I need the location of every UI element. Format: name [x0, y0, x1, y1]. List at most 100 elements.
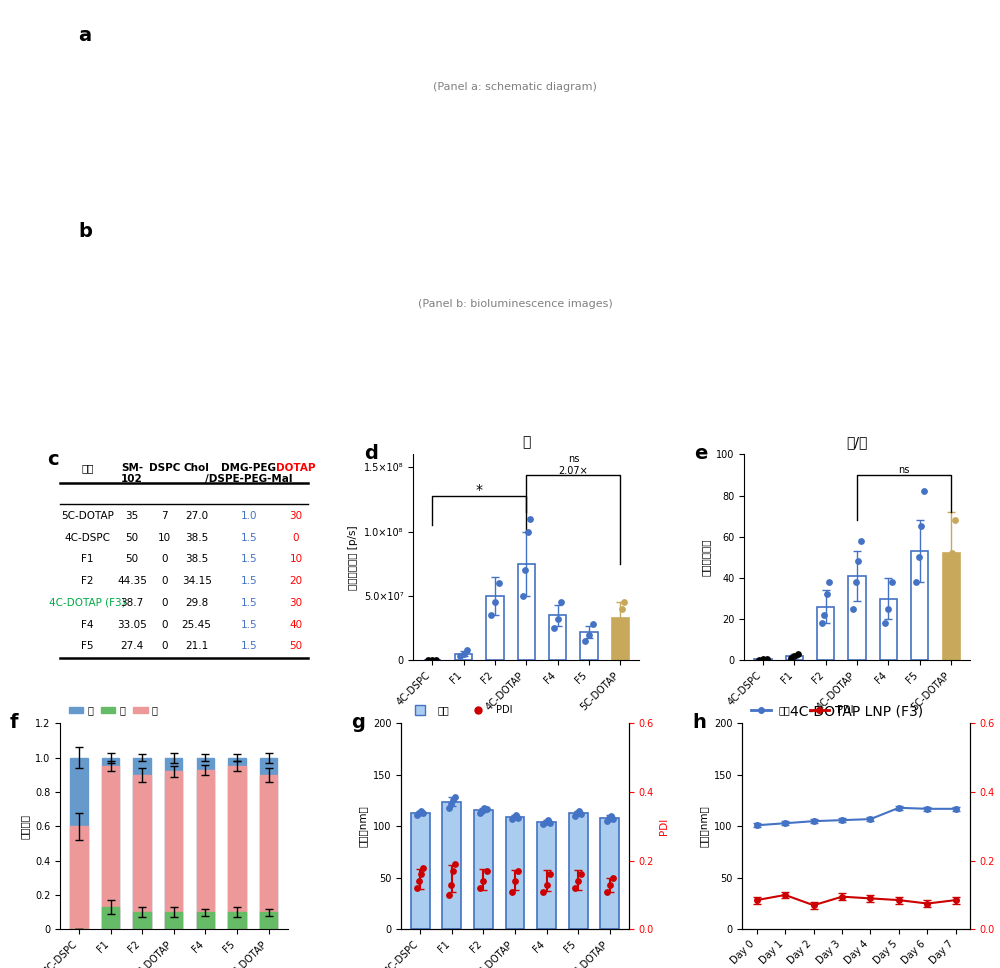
Text: ns
2.07×: ns 2.07× [558, 454, 588, 475]
Bar [580, 632, 598, 660]
Point [522, 511, 538, 527]
Point [476, 800, 492, 815]
Text: 35: 35 [125, 511, 139, 521]
Text: *: * [476, 483, 483, 497]
Text: 0: 0 [161, 555, 168, 564]
Point [504, 884, 520, 899]
Point [515, 589, 531, 604]
Point [601, 810, 617, 826]
Point [507, 873, 523, 889]
Text: 10: 10 [289, 555, 303, 564]
Point [755, 651, 771, 667]
Point [884, 574, 900, 590]
Point [508, 807, 524, 823]
Point [567, 880, 583, 895]
Title: 肺/肝: 肺/肝 [846, 435, 868, 449]
Bar [70, 827, 88, 929]
Point [916, 484, 932, 499]
Bar [165, 758, 182, 929]
Text: 27.4: 27.4 [120, 642, 144, 651]
Text: 1.5: 1.5 [240, 532, 257, 543]
Point [783, 650, 799, 666]
Point [553, 594, 569, 610]
Point [472, 805, 488, 821]
Text: F5: F5 [81, 642, 94, 651]
Point [535, 817, 551, 832]
Bar [260, 774, 277, 929]
Text: 38.5: 38.5 [185, 555, 208, 564]
Bar [486, 596, 504, 660]
Text: 0: 0 [161, 620, 168, 629]
Text: F4: F4 [81, 620, 94, 629]
Bar [518, 563, 535, 660]
Point [602, 877, 618, 892]
Text: 50: 50 [289, 642, 303, 651]
Text: 1.0: 1.0 [241, 511, 257, 521]
Bar [133, 774, 151, 929]
Y-axis label: 生物发光总量 [p/s]: 生物发光总量 [p/s] [348, 525, 358, 590]
Text: 25.45: 25.45 [182, 620, 212, 629]
Point [605, 811, 621, 827]
Text: 29.8: 29.8 [185, 598, 208, 608]
Text: 34.15: 34.15 [182, 576, 212, 587]
Legend: 脾, 肝, 肺: 脾, 肝, 肺 [65, 702, 161, 719]
Point [599, 884, 615, 899]
Point [942, 574, 958, 590]
Point [415, 805, 431, 821]
Point [441, 800, 457, 815]
Bar [102, 767, 119, 929]
Text: 33.05: 33.05 [117, 620, 147, 629]
Text: 0: 0 [293, 532, 299, 543]
Point [751, 652, 767, 668]
Bar [102, 758, 119, 929]
Point [790, 647, 806, 662]
Text: 0: 0 [161, 576, 168, 587]
Text: 21.1: 21.1 [185, 642, 208, 651]
Point [540, 812, 556, 828]
Point [814, 616, 830, 631]
Text: 命名: 命名 [81, 463, 94, 472]
Legend: 直径, PDI: 直径, PDI [406, 702, 516, 719]
Text: 1.5: 1.5 [240, 576, 257, 587]
Point [415, 860, 431, 875]
Point [947, 512, 963, 528]
Y-axis label: 平均强度比值: 平均强度比值 [701, 538, 711, 576]
Point [908, 574, 924, 590]
Point [542, 815, 558, 831]
Bar [537, 822, 556, 929]
Point [411, 873, 427, 889]
Bar [474, 810, 493, 929]
Text: g: g [351, 713, 365, 732]
Point [411, 805, 427, 821]
Point [483, 608, 499, 623]
Bar [197, 770, 214, 929]
Text: 38.7: 38.7 [120, 598, 144, 608]
Text: 27.0: 27.0 [185, 511, 208, 521]
Point [759, 651, 775, 667]
Text: h: h [692, 713, 706, 732]
Point [569, 805, 585, 821]
Point [911, 550, 927, 565]
Bar [133, 758, 151, 929]
Point [821, 574, 837, 590]
Point [880, 601, 896, 617]
Title: 肺: 肺 [522, 435, 530, 449]
Bar [506, 817, 524, 929]
Point [573, 866, 589, 882]
Text: 10: 10 [158, 532, 171, 543]
Point [853, 533, 869, 549]
Text: DSPC: DSPC [149, 463, 180, 472]
Bar [228, 758, 246, 929]
Point [585, 617, 601, 632]
Point [445, 863, 461, 879]
Text: F2: F2 [81, 576, 94, 587]
Point [599, 813, 615, 829]
Point [848, 574, 864, 590]
Text: 30: 30 [289, 598, 303, 608]
Bar [880, 598, 897, 660]
Point [445, 792, 461, 807]
Point [546, 620, 562, 636]
Bar [600, 818, 619, 929]
Point [424, 652, 440, 668]
Point [577, 633, 593, 649]
